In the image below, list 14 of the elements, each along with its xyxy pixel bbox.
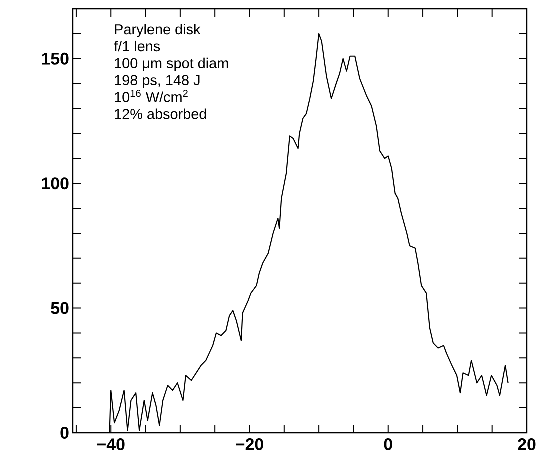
y-tick-label: 0: [60, 427, 69, 440]
annotation: 198 ps, 148 J: [115, 75, 200, 88]
y-tick-label: 50: [51, 302, 69, 314]
annotation: 10$^{16}$ W/cm$^{2}$: [115, 90, 188, 102]
x-tick-label: −40: [97, 438, 125, 451]
x-tick-label: 20: [518, 438, 536, 451]
annotation: Parylene disk: [115, 24, 201, 38]
y-tick-label: 100: [42, 178, 69, 190]
y-tick-label: 150: [42, 52, 69, 65]
x-tick-label: 0: [384, 438, 392, 451]
annotation: 12% absorbed: [115, 108, 206, 120]
annotation: 100 μm spot diam: [115, 58, 228, 72]
x-tick-label: −20: [236, 438, 264, 451]
annotation: f/1 lens: [114, 40, 160, 52]
